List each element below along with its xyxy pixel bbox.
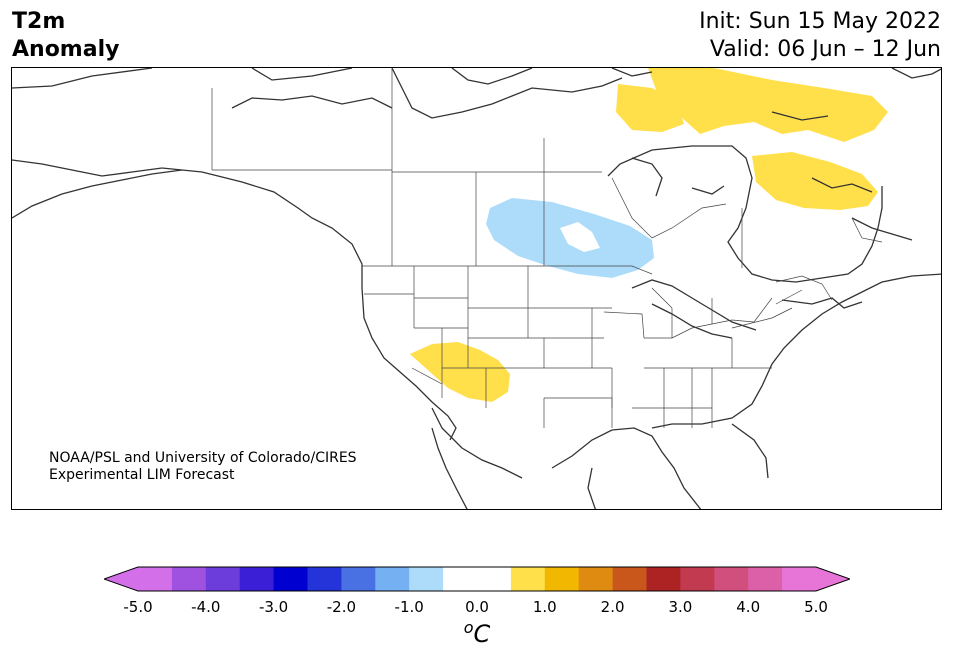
state-province-borders: [211, 68, 883, 428]
colorbar-segment: [239, 567, 275, 591]
credit-text: NOAA/PSL and University of Colorado/CIRE…: [49, 450, 357, 484]
colorbar-segment: [341, 567, 376, 591]
colorbar-segment: [748, 567, 783, 591]
forecast-dates: Init: Sun 15 May 2022 Valid: 06 Jun – 12…: [699, 8, 941, 64]
colorbar-segment: [544, 567, 580, 591]
colorbar-under-arrow: [104, 567, 138, 591]
colorbar-tick-label: 0.0: [465, 598, 489, 616]
colorbar-tick-label: 5.0: [804, 598, 828, 616]
colorbar-segments: [138, 567, 817, 591]
hudson-bay-warm-anomaly: [752, 152, 878, 210]
colorbar-segment: [578, 567, 614, 591]
credit-line-2: Experimental LIM Forecast: [49, 467, 235, 483]
colorbar-tick-label: -5.0: [123, 598, 153, 616]
colorbar-outline: [104, 566, 850, 592]
map-panel: [11, 67, 942, 510]
colorbar-unit: oC: [464, 618, 491, 648]
colorbar-tick-labels: -5.0 -4.0 -3.0 -2.0 -1.0 0.0 1.0 2.0 3.0 4.0 5.0: [0, 598, 953, 618]
field-label: Anomaly: [12, 37, 120, 62]
colorbar-segment: [171, 567, 207, 591]
colorbar-segment: [612, 567, 647, 591]
unit-superscript: o: [463, 618, 474, 637]
colorbar-segment: [782, 567, 817, 591]
unit-label: C: [473, 620, 491, 648]
colorbar-tick-label: -4.0: [191, 598, 221, 616]
colorbar-segment: [409, 567, 444, 591]
arctic-islands-warm-anomaly: [648, 68, 888, 142]
init-date: Init: Sun 15 May 2022: [699, 9, 941, 34]
colorbar-over-arrow: [816, 567, 850, 591]
colorbar-tick-label: 3.0: [668, 598, 693, 616]
cool-anomaly-hole: [560, 222, 600, 252]
colorbar-segment: [510, 567, 546, 591]
colorbar-tick-label: 1.0: [532, 598, 557, 616]
colorbar-tick-label: 4.0: [736, 598, 761, 616]
colorbar-segment: [205, 567, 241, 591]
southwest-us-warm-anomaly: [410, 342, 510, 402]
north-america-map: [12, 68, 941, 509]
colorbar-tick-label: -1.0: [394, 598, 424, 616]
colorbar: [104, 566, 850, 592]
valid-date: Valid: 06 Jun – 12 Jun: [709, 37, 941, 62]
variable-label: T2m: [12, 9, 66, 34]
colorbar-tick-label: -3.0: [258, 598, 289, 616]
colorbar-segment: [138, 567, 173, 591]
colorbar-tick-label: 2.0: [600, 598, 625, 616]
colorbar-segment: [443, 567, 478, 591]
colorbar-segment: [307, 567, 342, 591]
baffin-warm-anomaly: [616, 84, 684, 132]
colorbar-segment: [477, 567, 512, 591]
map-title: T2m Anomaly: [12, 8, 119, 64]
colorbar-segment: [646, 567, 681, 591]
credit-line-1: NOAA/PSL and University of Colorado/CIRE…: [49, 450, 357, 466]
coastlines: [12, 68, 941, 509]
colorbar-segment: [273, 567, 308, 591]
colorbar-tick-label: -2.0: [326, 598, 357, 616]
colorbar-segment: [375, 567, 410, 591]
colorbar-segment: [680, 567, 715, 591]
colorbar-segment: [714, 567, 749, 591]
